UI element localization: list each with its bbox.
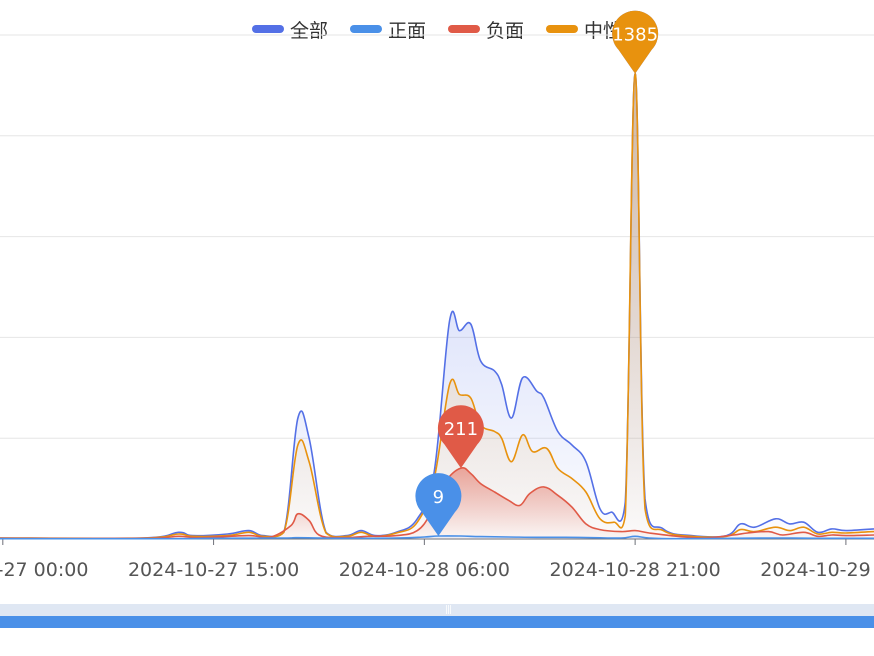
datazoom-grip-icon[interactable]: ||| <box>444 605 452 615</box>
legend-label-positive: 正面 <box>387 19 426 42</box>
legend-label-negative: 负面 <box>486 19 525 42</box>
x-tick-label: 2024-10-29 12:00 <box>760 559 874 581</box>
marker-label: 211 <box>444 419 478 440</box>
series-neutral-area <box>0 73 874 539</box>
series-negative-line <box>0 466 874 540</box>
legend-swatch-all <box>251 25 284 33</box>
series-positive-area <box>0 535 874 539</box>
legend-swatch-positive <box>349 25 382 33</box>
marker-negative-max: 211 <box>437 405 484 469</box>
marker-positive-max: 9 <box>415 473 462 536</box>
x-tick-label: 2024-10-27 15:00 <box>128 559 299 581</box>
legend-swatch-neutral <box>546 25 579 33</box>
x-tick-label: 2024-10-28 06:00 <box>339 559 510 581</box>
chart-legend: 全部 正面 负面 中性 <box>0 14 874 44</box>
x-tick-label: 2024-10-27 00:00 <box>0 559 88 581</box>
legend-label-all: 全部 <box>289 19 328 42</box>
marker-pin-shape <box>437 405 484 469</box>
marker-pin-shape <box>612 10 659 74</box>
series-all-line <box>0 72 874 540</box>
marker-label: 1385 <box>612 25 658 46</box>
x-tick-label: 2024-10-28 21:00 <box>550 559 721 581</box>
marker-neutral-max: 1385 <box>612 10 659 74</box>
series-neutral-line <box>0 72 874 540</box>
legend-swatch-negative <box>448 25 480 33</box>
legend-item-negative[interactable]: 负面 <box>448 16 524 43</box>
marker-pin-shape <box>415 473 462 536</box>
area-chart: 2024-10-27 00:00 2024-10-27 15:00 2024-10-… <box>0 10 874 581</box>
legend-item-all[interactable]: 全部 <box>251 16 328 43</box>
marker-label: 9 <box>433 487 444 508</box>
series-positive-line <box>0 535 874 540</box>
datazoom-slider[interactable] <box>0 616 874 628</box>
datazoom-track[interactable] <box>0 604 874 616</box>
legend-item-positive[interactable]: 正面 <box>349 16 426 43</box>
